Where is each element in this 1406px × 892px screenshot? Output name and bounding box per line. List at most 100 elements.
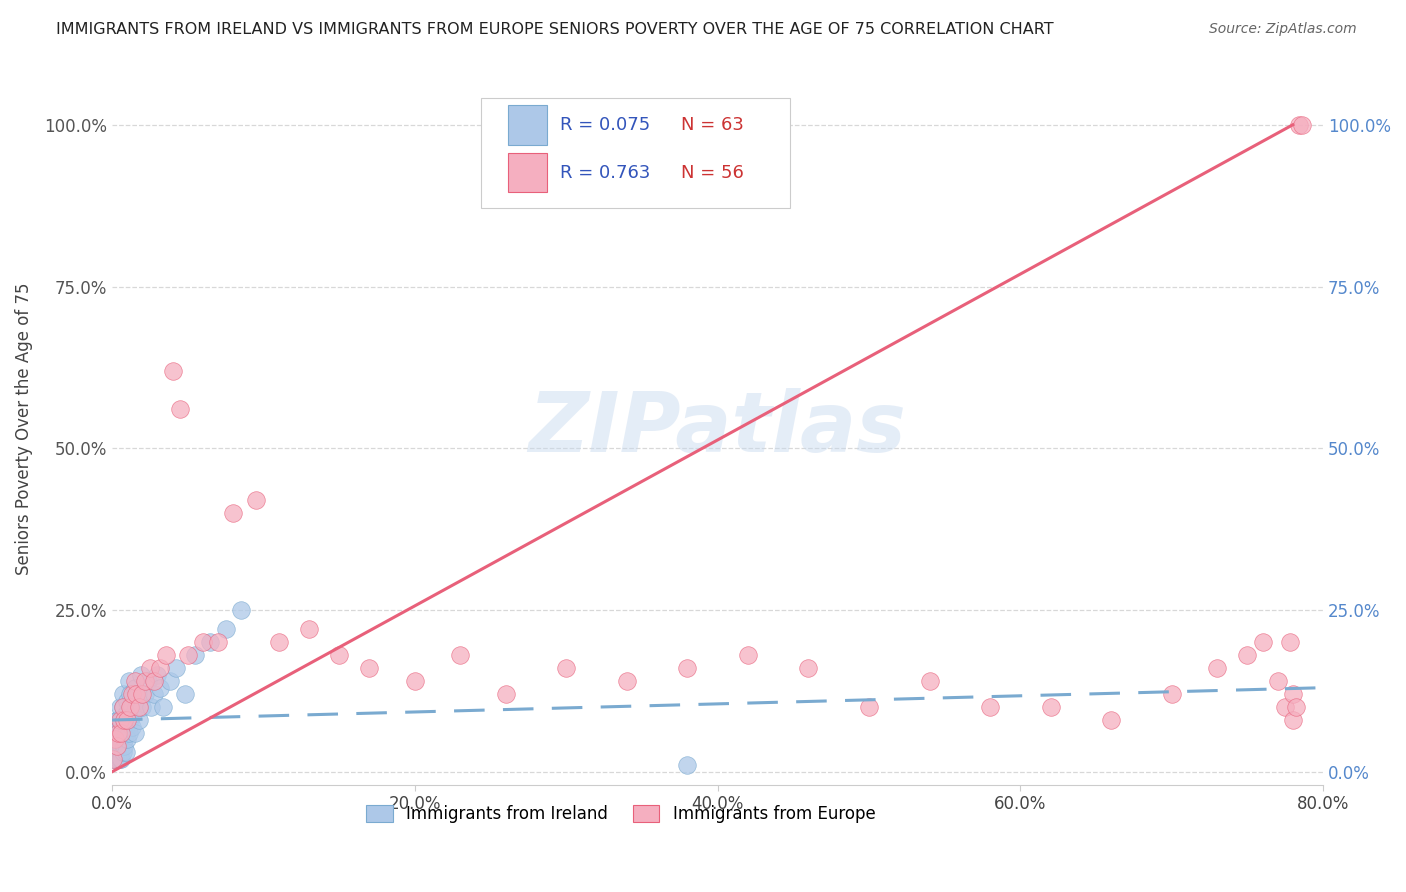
Point bbox=[105, 713, 128, 727]
Point bbox=[173, 687, 195, 701]
Point bbox=[110, 726, 132, 740]
Point bbox=[155, 648, 177, 663]
Point bbox=[104, 752, 127, 766]
Point bbox=[214, 623, 236, 637]
Point bbox=[111, 719, 134, 733]
Point bbox=[449, 648, 471, 663]
Point bbox=[1206, 661, 1229, 675]
Point bbox=[245, 493, 267, 508]
Point bbox=[143, 687, 166, 701]
Point bbox=[124, 726, 146, 740]
Point bbox=[555, 661, 578, 675]
Point bbox=[110, 752, 132, 766]
Point bbox=[1282, 687, 1305, 701]
Point bbox=[125, 687, 148, 701]
Point bbox=[114, 706, 136, 721]
Point bbox=[112, 713, 135, 727]
Point bbox=[149, 661, 172, 675]
Point bbox=[191, 635, 214, 649]
Point bbox=[1291, 118, 1313, 132]
Point bbox=[107, 726, 129, 740]
Point bbox=[103, 739, 125, 753]
Y-axis label: Seniors Poverty Over the Age of 75: Seniors Poverty Over the Age of 75 bbox=[15, 283, 32, 575]
Point bbox=[111, 746, 134, 760]
Point bbox=[1267, 674, 1289, 689]
Point bbox=[128, 700, 150, 714]
Point bbox=[1099, 713, 1122, 727]
Point bbox=[152, 700, 174, 714]
Point bbox=[129, 667, 152, 681]
Bar bbox=[508, 105, 547, 145]
Point bbox=[125, 700, 148, 714]
Point bbox=[114, 746, 136, 760]
Point bbox=[328, 648, 350, 663]
Point bbox=[131, 700, 153, 714]
Point bbox=[159, 674, 181, 689]
Point bbox=[108, 719, 131, 733]
Point bbox=[117, 726, 139, 740]
Point bbox=[107, 739, 129, 753]
Point bbox=[1278, 635, 1301, 649]
Point bbox=[115, 713, 138, 727]
Point bbox=[112, 732, 135, 747]
Point bbox=[127, 687, 149, 701]
Point bbox=[146, 667, 169, 681]
Point bbox=[128, 713, 150, 727]
FancyBboxPatch shape bbox=[481, 98, 790, 208]
Point bbox=[1039, 700, 1062, 714]
Point bbox=[111, 700, 134, 714]
Text: R = 0.763: R = 0.763 bbox=[560, 163, 651, 182]
Point bbox=[1160, 687, 1182, 701]
Point bbox=[124, 681, 146, 695]
Bar bbox=[508, 153, 547, 192]
Text: N = 63: N = 63 bbox=[682, 116, 744, 134]
Point bbox=[115, 693, 138, 707]
Point bbox=[110, 726, 132, 740]
Point bbox=[110, 739, 132, 753]
Point bbox=[120, 713, 142, 727]
Point bbox=[207, 635, 229, 649]
Point bbox=[495, 687, 517, 701]
Point bbox=[134, 674, 156, 689]
Point bbox=[103, 752, 125, 766]
Point bbox=[1285, 700, 1308, 714]
Point bbox=[111, 700, 134, 714]
Point bbox=[1282, 713, 1305, 727]
Point bbox=[267, 635, 290, 649]
Point bbox=[1274, 700, 1296, 714]
Point bbox=[108, 732, 131, 747]
Point bbox=[131, 687, 153, 701]
Point bbox=[139, 661, 162, 675]
Point bbox=[104, 732, 127, 747]
Point bbox=[104, 719, 127, 733]
Text: Source: ZipAtlas.com: Source: ZipAtlas.com bbox=[1209, 22, 1357, 37]
Point bbox=[115, 713, 138, 727]
Point bbox=[737, 648, 759, 663]
Point bbox=[111, 687, 134, 701]
Point bbox=[117, 674, 139, 689]
Point bbox=[184, 648, 207, 663]
Point bbox=[222, 506, 245, 520]
Point bbox=[1288, 118, 1310, 132]
Point bbox=[112, 713, 135, 727]
Point bbox=[141, 700, 163, 714]
Point bbox=[105, 739, 128, 753]
Point bbox=[797, 661, 820, 675]
Point bbox=[149, 681, 172, 695]
Point bbox=[229, 603, 252, 617]
Point bbox=[979, 700, 1001, 714]
Point bbox=[918, 674, 941, 689]
Point bbox=[121, 700, 143, 714]
Point bbox=[103, 752, 125, 766]
Point bbox=[124, 674, 146, 689]
Point bbox=[105, 746, 128, 760]
Point bbox=[121, 719, 143, 733]
Point bbox=[107, 713, 129, 727]
Point bbox=[143, 674, 166, 689]
Point bbox=[107, 726, 129, 740]
Point bbox=[676, 758, 699, 772]
Point bbox=[858, 700, 880, 714]
Point bbox=[112, 739, 135, 753]
Point bbox=[107, 752, 129, 766]
Point bbox=[200, 635, 222, 649]
